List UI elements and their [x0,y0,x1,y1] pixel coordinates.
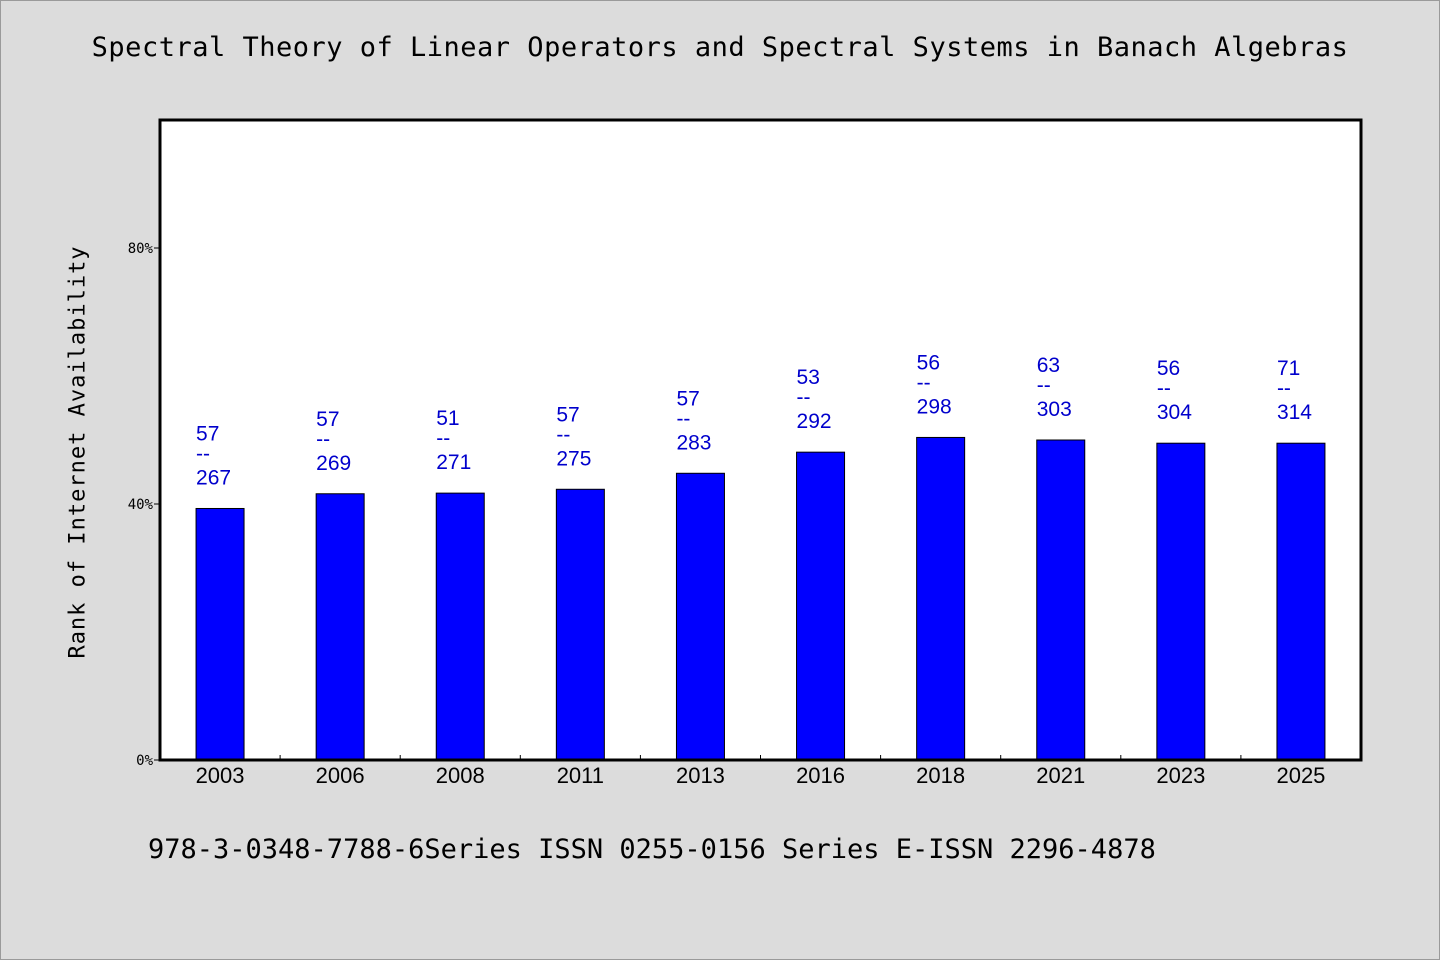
bar [1036,439,1086,761]
bar-label-denominator: 304 [1157,401,1192,424]
bar [1156,442,1206,761]
bar-label-denominator: 269 [316,452,351,475]
bar-label-separator: -- [797,386,811,409]
bar-label-numerator: 51 [436,407,459,430]
bar-label-numerator: 56 [917,351,940,374]
x-tick-label: 2018 [916,763,965,788]
bar-label-separator: -- [196,442,210,465]
bar-label-denominator: 275 [556,447,591,470]
x-tick-label: 2003 [196,763,245,788]
bar-label-separator: -- [1157,377,1171,400]
bar [916,436,966,761]
bar [796,451,846,761]
bar-label-numerator: 57 [556,403,579,426]
bar-label-separator: -- [1037,374,1051,397]
bar-label-separator: -- [316,428,330,451]
x-tick-label: 2023 [1156,763,1205,788]
bar-label-denominator: 283 [676,431,711,454]
chart-title: Spectral Theory of Linear Operators and … [91,32,1349,63]
bar-label-denominator: 314 [1277,401,1312,424]
x-tick-label: 2013 [676,763,725,788]
bar-label-denominator: 292 [797,410,832,433]
bar-label-numerator: 71 [1277,357,1300,380]
bar-label-denominator: 298 [917,395,952,418]
bar-label-numerator: 53 [797,366,820,389]
bar-label-denominator: 271 [436,451,471,474]
bar [675,472,725,761]
bar-label-numerator: 57 [196,422,219,445]
footer-isbn-text: 978-3-0348-7788-6Series ISSN 0255-0156 S… [148,834,1156,865]
y-tick-label: 0% [136,753,153,769]
x-tick-label: 2008 [436,763,485,788]
bar-label-denominator: 267 [196,466,231,489]
x-tick-label: 2021 [1036,763,1085,788]
x-tick-label: 2011 [557,763,604,788]
bar [195,507,245,761]
x-tick-label: 2016 [796,763,845,788]
bar [435,492,485,761]
y-tick-label: 80% [128,241,154,257]
bar-label-numerator: 56 [1157,357,1180,380]
bar-label-denominator: 303 [1037,398,1072,421]
bar-label-numerator: 63 [1037,354,1060,377]
bar-label-numerator: 57 [316,408,339,431]
bar-label-separator: -- [917,371,931,394]
bar-label-separator: -- [436,427,450,450]
bar-label-separator: -- [556,423,570,446]
bar [1276,442,1326,761]
bar-label-separator: -- [676,407,690,430]
bar [555,488,605,761]
x-tick-label: 2006 [316,763,365,788]
x-tick-label: 2025 [1276,763,1325,788]
bar-label-separator: -- [1277,377,1291,400]
plot-border [158,118,1363,762]
bar [315,493,365,761]
y-tick-label: 40% [128,497,154,513]
bar-label-numerator: 57 [676,387,699,410]
